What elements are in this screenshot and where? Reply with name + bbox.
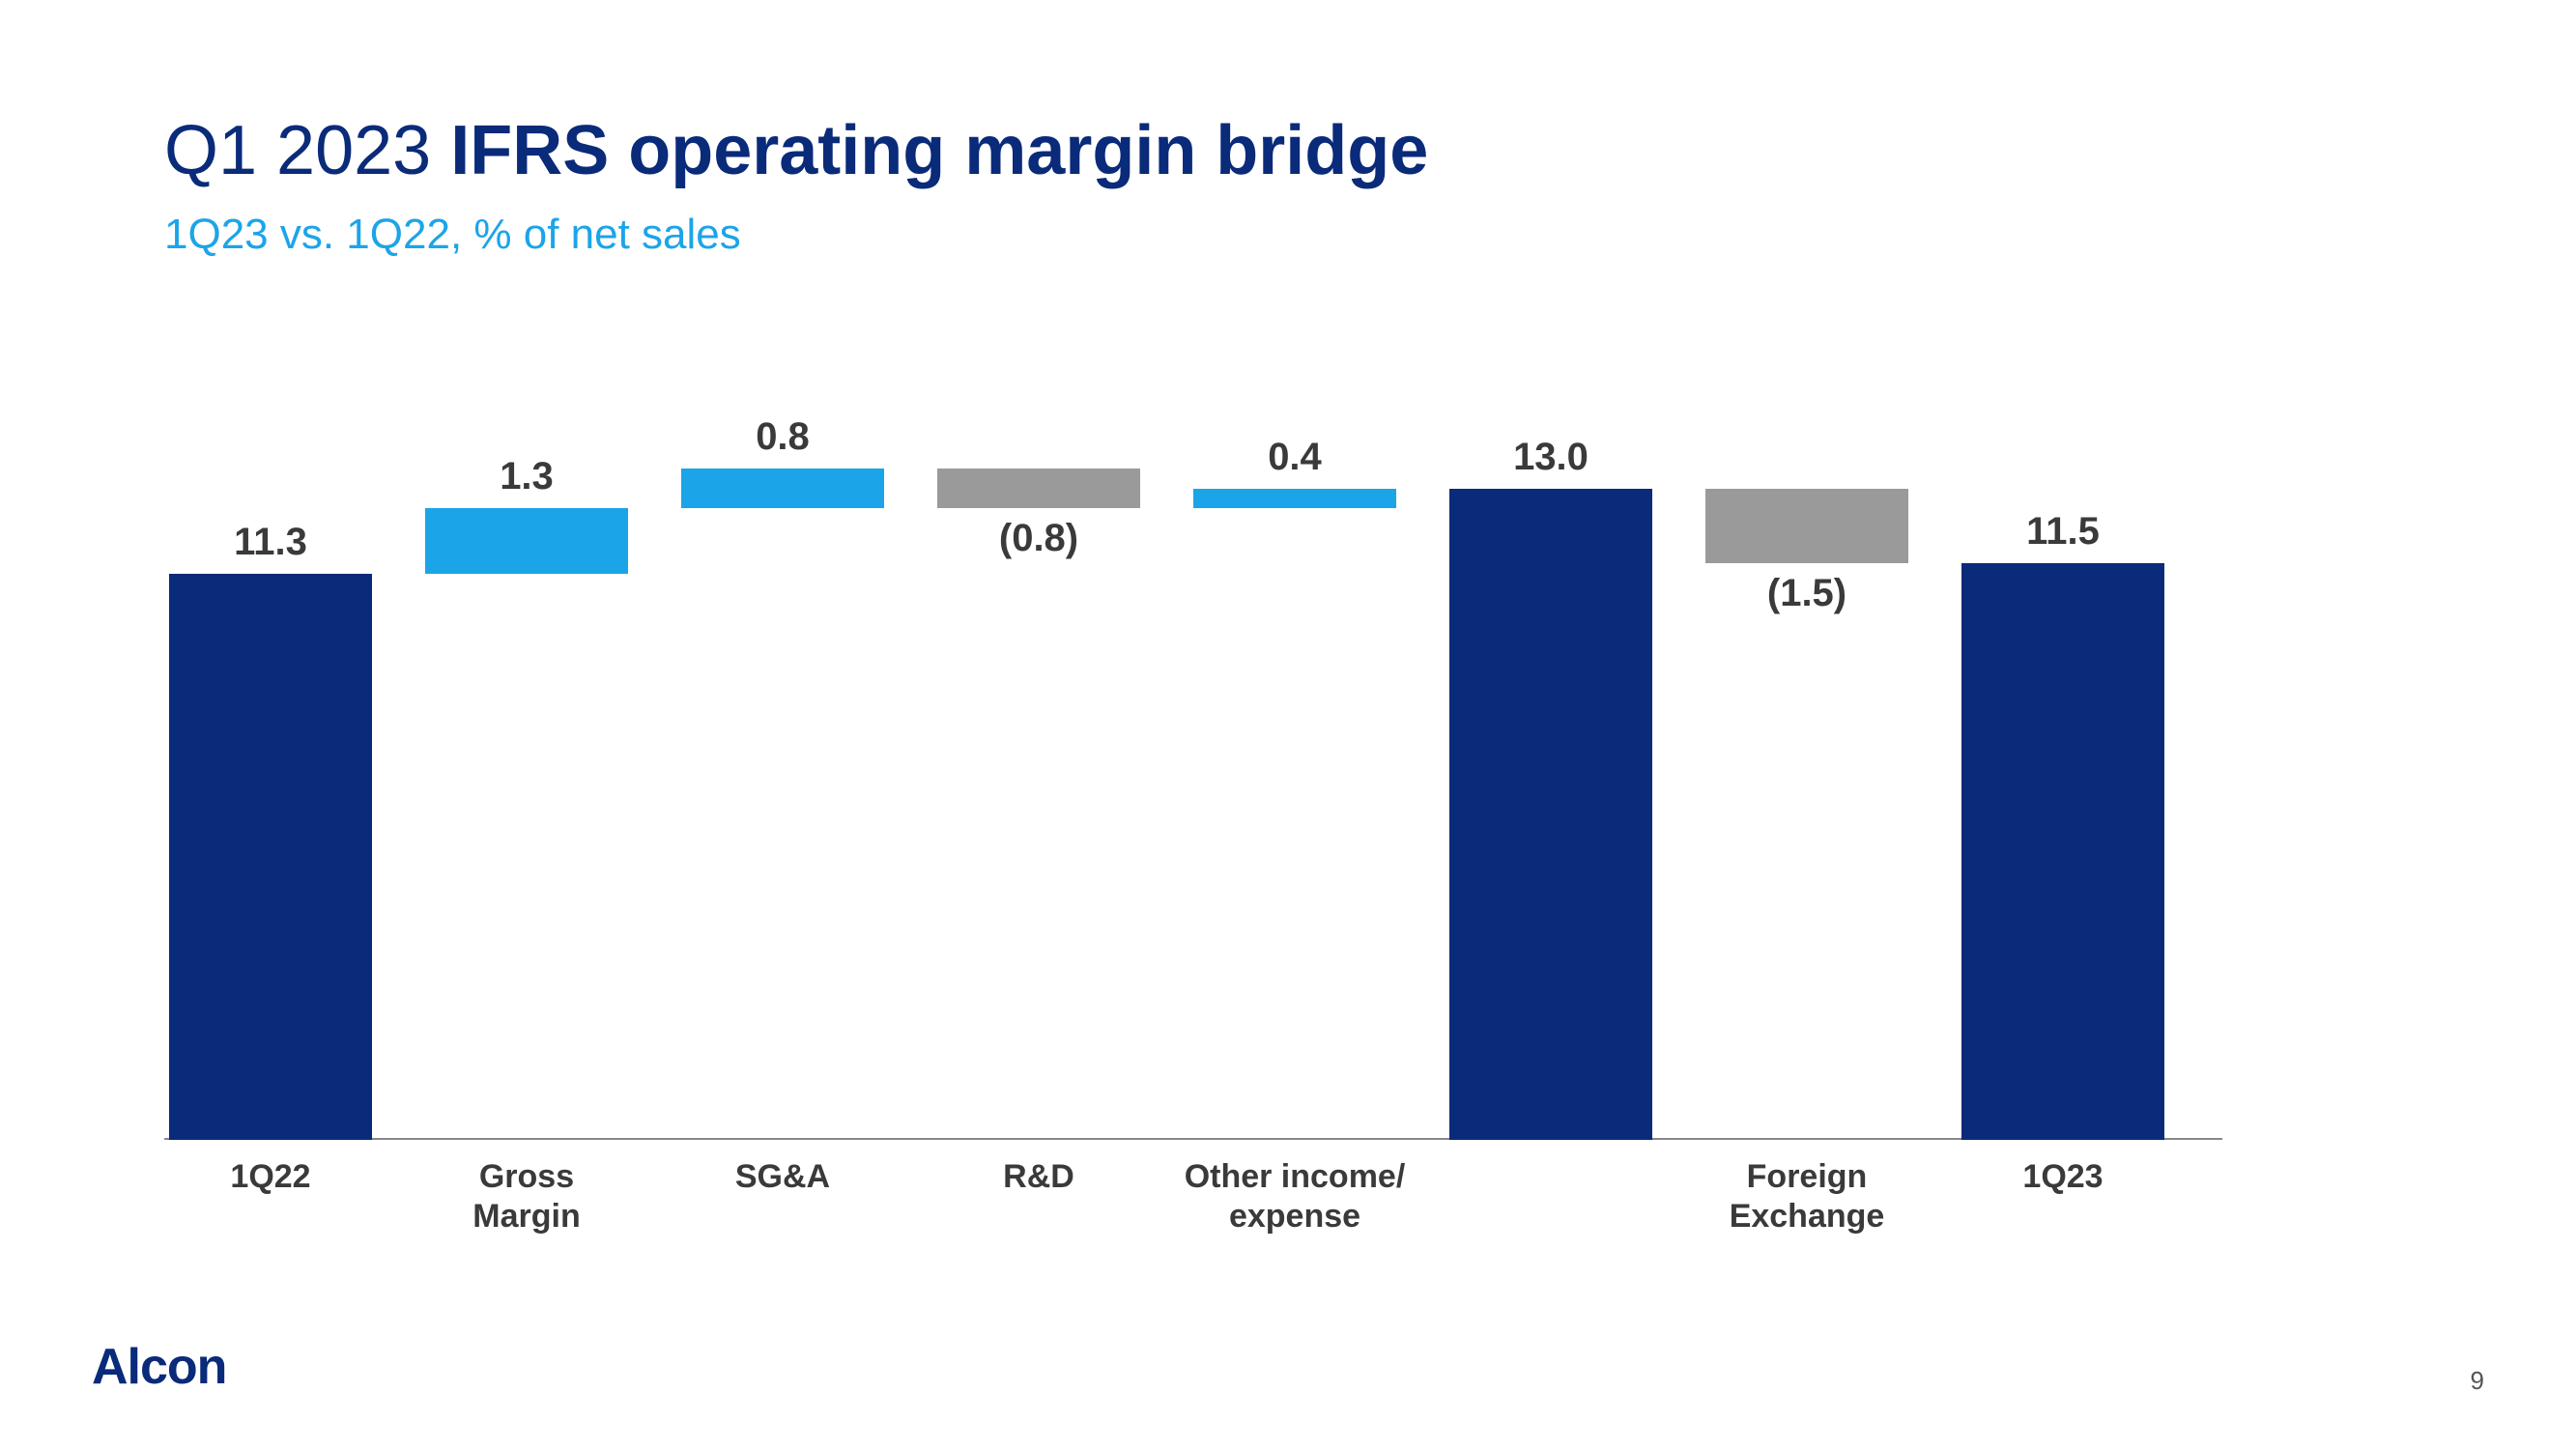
waterfall-bar bbox=[169, 574, 372, 1140]
alcon-logo: Alcon bbox=[92, 1338, 226, 1396]
waterfall-column: (0.8)R&D bbox=[937, 473, 1140, 1140]
bar-value-label: 13.0 bbox=[1449, 436, 1652, 479]
category-label: Other income/expense bbox=[1112, 1157, 1477, 1236]
waterfall-bar bbox=[1193, 489, 1396, 509]
bar-value-label: 0.8 bbox=[681, 415, 884, 459]
page-number: 9 bbox=[2471, 1366, 2484, 1396]
category-label: 1Q23 bbox=[1880, 1157, 2246, 1197]
waterfall-bar bbox=[937, 469, 1140, 509]
waterfall-bar bbox=[1449, 489, 1652, 1140]
waterfall-column: (1.5)ForeignExchange bbox=[1705, 473, 1908, 1140]
waterfall-bar bbox=[425, 508, 628, 573]
bar-value-label: 1.3 bbox=[425, 455, 628, 498]
waterfall-bar bbox=[1705, 489, 1908, 564]
bar-value-label: 11.5 bbox=[1961, 510, 2164, 554]
title-prefix: Q1 2023 bbox=[164, 112, 450, 189]
waterfall-chart: 11.31Q22 1.3GrossMargin 0.8SG&A (0.8)R&D 0.4… bbox=[164, 473, 2222, 1140]
waterfall-column: 11.51Q23 bbox=[1961, 473, 2164, 1140]
bar-value-label: 11.3 bbox=[169, 521, 372, 564]
waterfall-column: 13.0 bbox=[1449, 473, 1652, 1140]
waterfall-column: 0.8SG&A bbox=[681, 473, 884, 1140]
title-block: Q1 2023 IFRS operating margin bridge 1Q2… bbox=[164, 111, 1428, 259]
bar-value-label: (0.8) bbox=[937, 517, 1140, 560]
waterfall-bar bbox=[681, 469, 884, 509]
slide-title: Q1 2023 IFRS operating margin bridge bbox=[164, 111, 1428, 191]
waterfall-column: 11.31Q22 bbox=[169, 473, 372, 1140]
bar-value-label: (1.5) bbox=[1705, 572, 1908, 615]
bar-value-label: 0.4 bbox=[1193, 436, 1396, 479]
slide-subtitle: 1Q23 vs. 1Q22, % of net sales bbox=[164, 211, 1428, 259]
title-bold: IFRS operating margin bridge bbox=[450, 112, 1428, 189]
waterfall-column: 0.4Other income/expense bbox=[1193, 473, 1396, 1140]
waterfall-column: 1.3GrossMargin bbox=[425, 473, 628, 1140]
slide: Q1 2023 IFRS operating margin bridge 1Q2… bbox=[0, 0, 2576, 1449]
waterfall-bar bbox=[1961, 563, 2164, 1140]
